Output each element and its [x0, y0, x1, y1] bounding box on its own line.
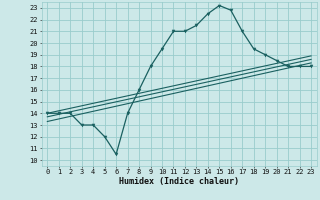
X-axis label: Humidex (Indice chaleur): Humidex (Indice chaleur): [119, 177, 239, 186]
